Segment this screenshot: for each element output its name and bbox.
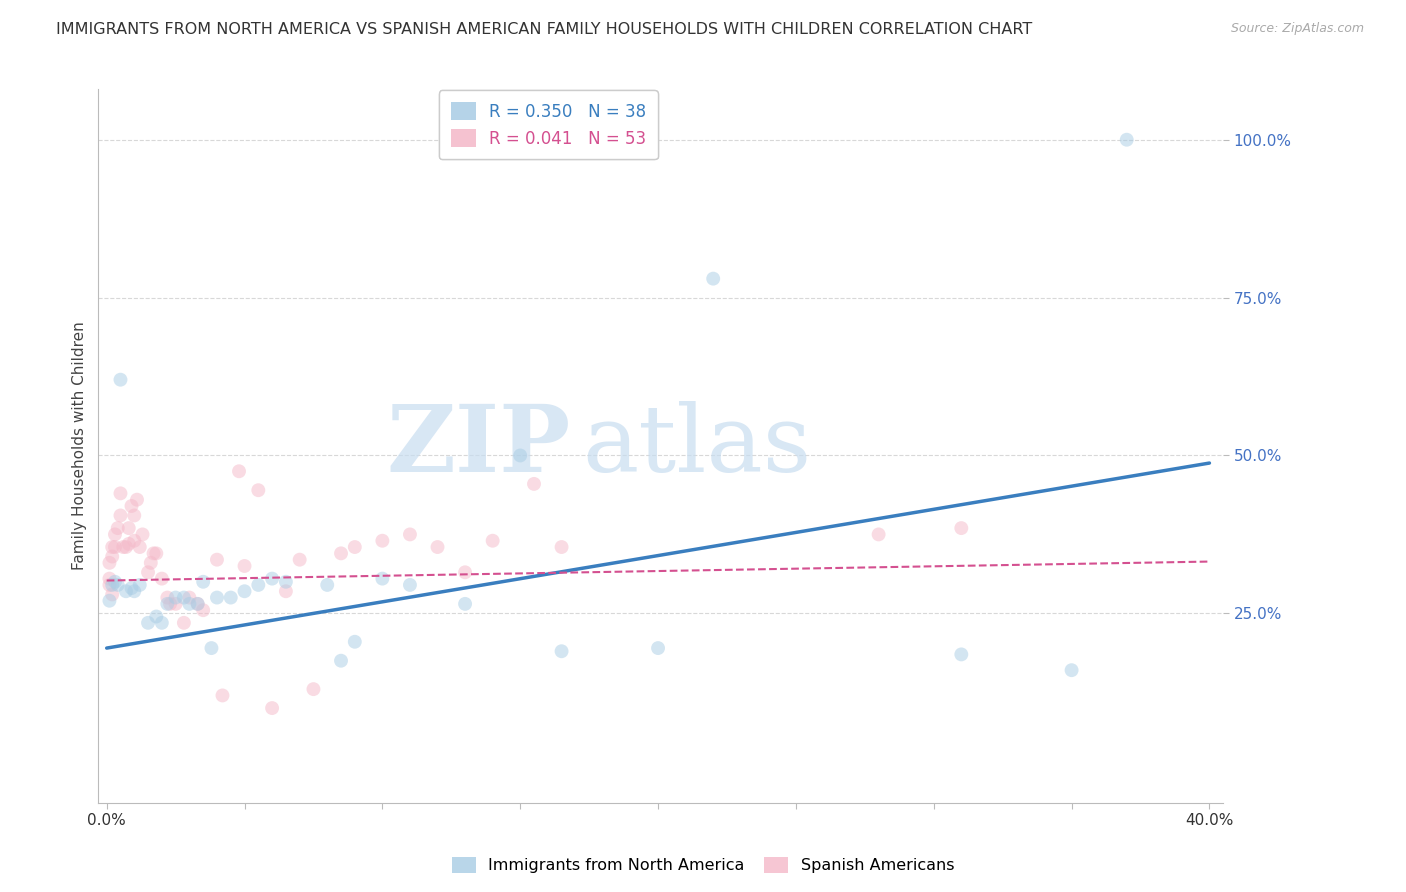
Legend: Immigrants from North America, Spanish Americans: Immigrants from North America, Spanish A…	[446, 850, 960, 880]
Point	[454, 566, 477, 580]
Point	[156, 597, 179, 611]
Text: Source: ZipAtlas.com: Source: ZipAtlas.com	[1230, 22, 1364, 36]
Point	[371, 572, 394, 586]
Point	[316, 578, 339, 592]
Point	[274, 574, 297, 589]
Text: atlas: atlas	[582, 401, 811, 491]
Point	[454, 597, 477, 611]
Point	[1115, 133, 1137, 147]
Point	[104, 540, 127, 554]
Point	[115, 584, 138, 599]
Point	[219, 591, 242, 605]
Point	[128, 578, 150, 592]
Point	[122, 584, 145, 599]
Point	[145, 609, 167, 624]
Point	[950, 648, 973, 662]
Point	[98, 578, 121, 592]
Point	[156, 591, 179, 605]
Point	[107, 521, 129, 535]
Point	[150, 615, 173, 630]
Point	[233, 584, 256, 599]
Point	[107, 578, 129, 592]
Point	[98, 556, 121, 570]
Point	[98, 572, 121, 586]
Point	[98, 593, 121, 607]
Point	[647, 641, 669, 656]
Y-axis label: Family Households with Children: Family Households with Children	[72, 322, 87, 570]
Point	[426, 540, 449, 554]
Point	[228, 464, 250, 478]
Point	[399, 578, 422, 592]
Point	[330, 654, 353, 668]
Point	[205, 552, 228, 566]
Point	[110, 508, 132, 523]
Point	[165, 597, 187, 611]
Point	[187, 597, 209, 611]
Point	[950, 521, 973, 535]
Point	[200, 641, 222, 656]
Point	[136, 615, 159, 630]
Point	[101, 540, 124, 554]
Point	[118, 537, 141, 551]
Point	[139, 556, 162, 570]
Point	[179, 597, 201, 611]
Point	[142, 546, 165, 560]
Point	[145, 546, 167, 560]
Point	[481, 533, 503, 548]
Point	[165, 591, 187, 605]
Point	[159, 597, 181, 611]
Point	[121, 499, 143, 513]
Point	[193, 574, 215, 589]
Point	[702, 271, 724, 285]
Point	[101, 578, 124, 592]
Point	[193, 603, 215, 617]
Point	[247, 483, 270, 498]
Point	[122, 533, 145, 548]
Point	[343, 540, 366, 554]
Point	[330, 546, 353, 560]
Point	[523, 476, 546, 491]
Point	[110, 373, 132, 387]
Point	[371, 533, 394, 548]
Legend: R = 0.350   N = 38, R = 0.041   N = 53: R = 0.350 N = 38, R = 0.041 N = 53	[439, 90, 658, 160]
Point	[131, 527, 153, 541]
Point	[115, 540, 138, 554]
Point	[136, 566, 159, 580]
Text: IMMIGRANTS FROM NORTH AMERICA VS SPANISH AMERICAN FAMILY HOUSEHOLDS WITH CHILDRE: IMMIGRANTS FROM NORTH AMERICA VS SPANISH…	[56, 22, 1032, 37]
Point	[173, 591, 195, 605]
Point	[399, 527, 422, 541]
Point	[110, 486, 132, 500]
Point	[550, 644, 572, 658]
Point	[343, 634, 366, 648]
Point	[211, 689, 233, 703]
Point	[150, 572, 173, 586]
Point	[509, 449, 531, 463]
Point	[101, 549, 124, 564]
Point	[302, 682, 325, 697]
Point	[187, 597, 209, 611]
Point	[173, 615, 195, 630]
Point	[262, 572, 284, 586]
Point	[1060, 663, 1083, 677]
Point	[274, 584, 297, 599]
Point	[112, 540, 135, 554]
Point	[233, 559, 256, 574]
Point	[101, 587, 124, 601]
Point	[121, 581, 143, 595]
Point	[262, 701, 284, 715]
Point	[104, 574, 127, 589]
Point	[247, 578, 270, 592]
Point	[128, 540, 150, 554]
Point	[125, 492, 148, 507]
Point	[550, 540, 572, 554]
Point	[868, 527, 890, 541]
Point	[205, 591, 228, 605]
Text: ZIP: ZIP	[387, 401, 571, 491]
Point	[288, 552, 311, 566]
Point	[118, 521, 141, 535]
Point	[104, 527, 127, 541]
Point	[122, 508, 145, 523]
Point	[179, 591, 201, 605]
